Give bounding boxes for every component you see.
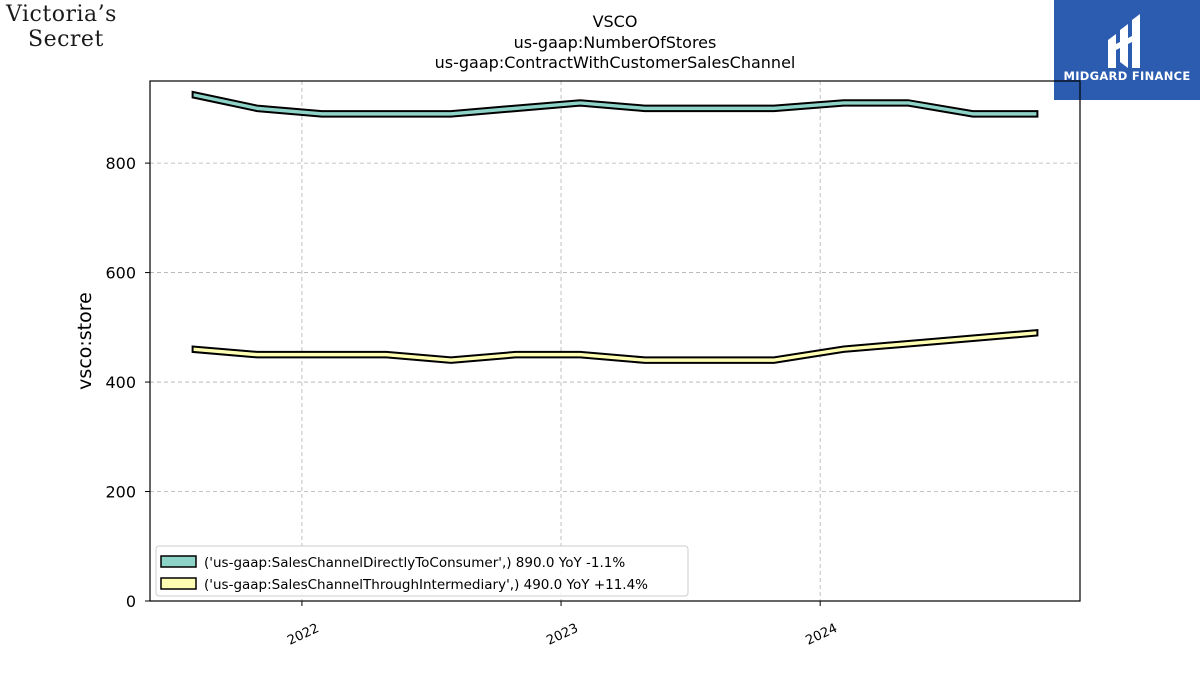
legend-swatch <box>160 577 197 590</box>
y-tick-label: 600 <box>105 264 136 283</box>
chart-subtitle-1: us-gaap:NumberOfStores <box>514 33 717 52</box>
victorias-secret-logo: Victoria’s Secret <box>6 2 156 52</box>
midgard-mark-icon <box>1108 14 1140 68</box>
legend-swatch <box>160 555 197 568</box>
y-tick-label: 200 <box>105 483 136 502</box>
legend-box <box>155 545 689 597</box>
y-tick-label: 400 <box>105 373 136 392</box>
axes: 0 200 400 600 800 2022 2023 2024 <box>105 154 839 649</box>
y-tick-label: 800 <box>105 154 136 173</box>
midgard-finance-text: MIDGARD FINANCE <box>1063 69 1191 83</box>
y-axis-label: vsco:store <box>74 292 96 390</box>
series-band-2 <box>191 329 1039 364</box>
logo-line-2: Secret <box>28 27 104 52</box>
legend-label: ('us-gaap:SalesChannelThroughIntermediar… <box>204 577 648 593</box>
midgard-finance-logo: MIDGARD FINANCE <box>1054 0 1200 100</box>
series-band-1 <box>191 90 1039 118</box>
series-group <box>191 90 1039 364</box>
x-tick-label: 2022 <box>285 621 321 649</box>
y-tick-label: 0 <box>126 592 136 611</box>
x-tick-label: 2024 <box>804 621 840 649</box>
x-tick-label: 2023 <box>544 621 580 649</box>
plot-frame <box>149 80 1081 602</box>
logo-line-1: Victoria’s <box>6 2 117 27</box>
grid <box>150 81 1080 601</box>
legend: ('us-gaap:SalesChannelDirectlyToConsumer… <box>155 545 689 597</box>
chart-title: VSCO <box>593 12 638 31</box>
chart-subtitle-2: us-gaap:ContractWithCustomerSalesChannel <box>435 53 796 72</box>
legend-label: ('us-gaap:SalesChannelDirectlyToConsumer… <box>204 555 625 571</box>
